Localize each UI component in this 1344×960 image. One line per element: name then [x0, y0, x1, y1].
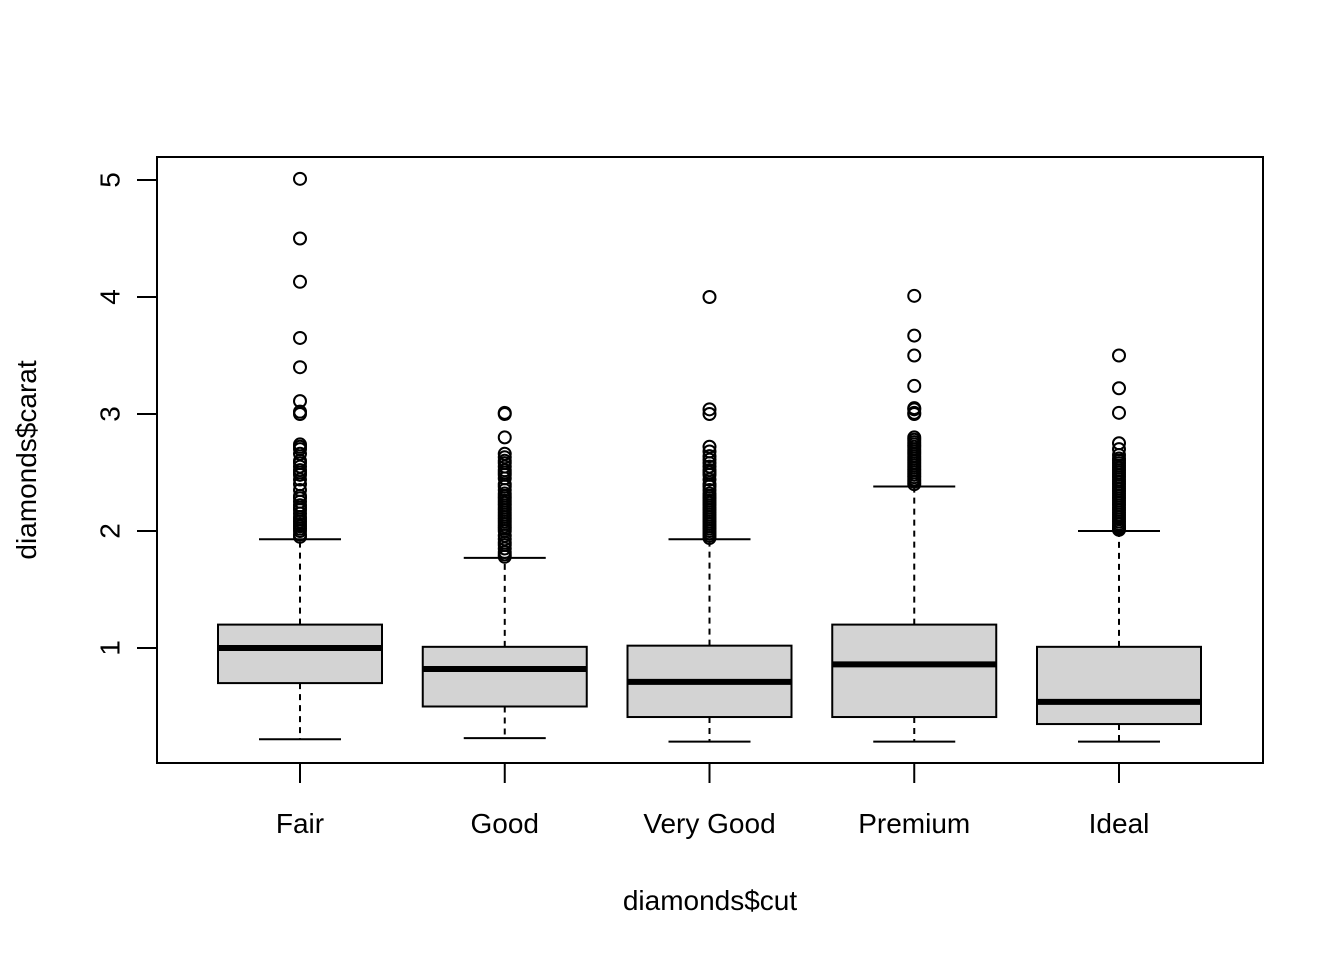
outlier-point [907, 378, 922, 393]
y-tick-label: 3 [95, 406, 126, 422]
outlier-point [293, 171, 307, 186]
iqr-box [831, 623, 998, 719]
outlier-point [1112, 348, 1126, 363]
box-group-good [421, 405, 588, 740]
outlier-point [497, 405, 512, 420]
x-tick-label: Fair [276, 808, 324, 839]
outlier-point [1112, 442, 1126, 457]
outlier-point [907, 348, 922, 363]
x-tick-label: Premium [858, 808, 970, 839]
outlier-point [702, 449, 717, 464]
box-group-ideal [1036, 348, 1202, 743]
iqr-box [421, 645, 588, 708]
outlier-point [293, 274, 307, 289]
iqr-box [1036, 645, 1202, 726]
outlier-point [702, 444, 717, 459]
outlier-point [1112, 405, 1126, 420]
x-axis-label: diamonds$cut [623, 885, 798, 916]
outlier-point [702, 439, 717, 454]
outlier-point [702, 402, 717, 417]
outlier-point [293, 404, 307, 419]
x-tick-label: Good [471, 808, 540, 839]
y-axis-label: diamonds$carat [11, 360, 42, 559]
y-tick-label: 5 [95, 172, 126, 188]
y-tick-label: 2 [95, 523, 126, 539]
outlier-point [293, 360, 307, 375]
outlier-point [907, 430, 922, 445]
outlier-point [702, 290, 717, 304]
boxes [217, 171, 1202, 743]
outlier-point [1112, 436, 1126, 451]
outlier-point [293, 231, 307, 246]
outlier-point [907, 401, 922, 416]
outlier-point [497, 446, 512, 461]
outlier-point [1112, 381, 1126, 396]
x-axis: Fair Good Very Good Premium Ideal [276, 762, 1150, 839]
outlier-point [702, 407, 717, 421]
x-tick-label: Ideal [1089, 808, 1150, 839]
outlier-point [497, 430, 512, 445]
outlier-point [293, 437, 307, 452]
outlier-point [293, 330, 307, 345]
iqr-box [217, 623, 383, 685]
outlier-point [907, 328, 922, 343]
outlier-point [293, 483, 307, 498]
y-tick-label: 4 [95, 289, 126, 305]
x-tick-label: Very Good [643, 808, 775, 839]
outlier-point [907, 288, 922, 303]
y-tick-label: 1 [95, 640, 126, 656]
box-group-fair [217, 171, 383, 741]
outlier-point [293, 394, 307, 409]
outlier-point [293, 446, 307, 461]
box-group-premium [831, 288, 998, 743]
box-group-very-good [626, 290, 793, 743]
y-axis: 1 2 3 4 5 [95, 172, 158, 656]
